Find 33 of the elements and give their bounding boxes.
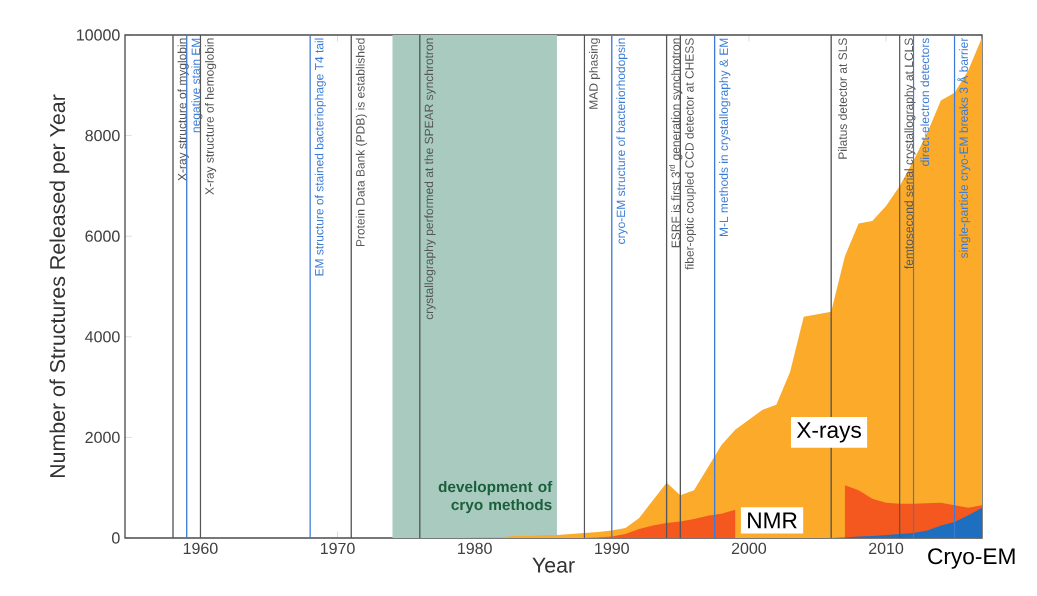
ref-line-label: X-ray structure of myglobin xyxy=(177,38,189,181)
x-tick-label: 2010 xyxy=(869,542,904,555)
y-tick-label: 4000 xyxy=(85,331,120,343)
y-tick-label: 10000 xyxy=(77,29,120,41)
ref-line-label: single-particle cryo-EM breaks 3 Å barrier xyxy=(957,37,971,259)
ref-line-label: direct-electron detectors xyxy=(920,38,930,166)
y-tick-label: 2000 xyxy=(85,431,120,444)
y-tick-label: 0 xyxy=(112,532,120,544)
x-tick-label: 1960 xyxy=(183,542,218,555)
x-tick-label: 2000 xyxy=(731,542,767,555)
series-label: X-rays xyxy=(796,422,861,443)
series-label: Cryo-EM xyxy=(928,548,1015,569)
x-axis-title: Year xyxy=(532,557,575,573)
ref-line-label: negative stain EM xyxy=(191,38,203,133)
ref-line-label: Pilatus detector at SLS xyxy=(838,38,847,159)
band-label: development of cryo methods xyxy=(438,480,553,514)
ref-line-label: crystallography performed at the SPEAR synchrotron xyxy=(424,38,436,320)
y-tick-label: 6000 xyxy=(85,230,120,242)
x-tick-label: 1970 xyxy=(320,542,355,555)
ref-line-label: ESRF is first 3$^{rd}$ generation synchrotron xyxy=(668,38,683,248)
ref-line-label: cryo-EM structure of bacteriorhodopsin xyxy=(616,38,628,244)
ref-line-label: MAD phasing xyxy=(588,38,601,109)
ref-line-label: femtosecond serial crystallography at LCLS xyxy=(904,38,916,269)
series-label: NMR xyxy=(748,512,797,529)
ref-line-label: M-L methods in crystallography & EM xyxy=(719,38,731,237)
x-tick-label: 1990 xyxy=(595,542,629,555)
x-tick-label: 1980 xyxy=(458,542,492,555)
ref-line-label: EM structure of stained bacteriophage T4 tail xyxy=(314,38,326,276)
ref-line-label: Protein Data Bank (PDB) is established xyxy=(355,38,367,247)
y-axis-title: Number of Structures Released per Year xyxy=(49,94,70,478)
ref-line-label: fiber-optic coupled CCD detector at CHESS xyxy=(684,38,697,270)
y-tick-label: 8000 xyxy=(85,129,120,142)
ref-line-label: X-ray structure of hemoglobin xyxy=(204,38,217,195)
